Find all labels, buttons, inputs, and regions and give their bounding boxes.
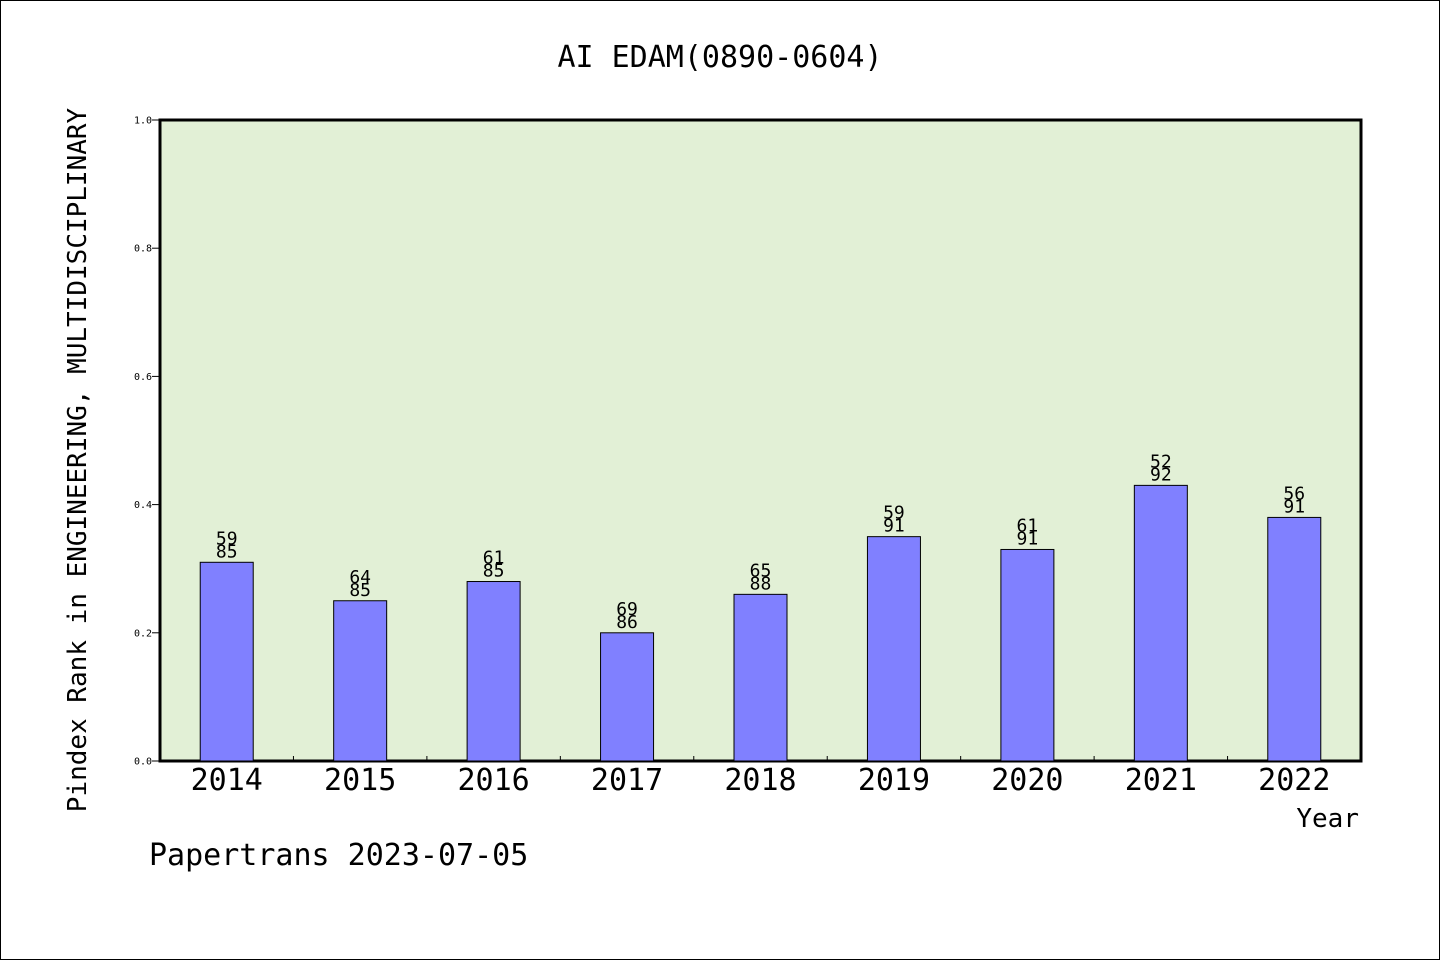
x-tick-label: 2019 <box>858 763 930 798</box>
bar-rank-label: 69 <box>616 599 638 620</box>
y-tick-label: 0.4 <box>134 500 152 511</box>
y-tick-label: 1.0 <box>134 116 152 127</box>
bar-total-label: 91 <box>1283 496 1305 517</box>
y-axis: 0.0 0.2 0.4 0.6 0.8 1.0 <box>134 116 160 768</box>
bar-total-label: 85 <box>349 580 371 601</box>
bar-rank-label: 59 <box>216 528 238 549</box>
bar <box>1000 548 1055 762</box>
y-tick-label: 0.2 <box>134 628 152 639</box>
bar-rank-label: 59 <box>883 503 905 524</box>
bar-rank-label: 52 <box>1150 451 1172 472</box>
bar <box>1267 516 1322 762</box>
bar-rank-label: 61 <box>483 548 505 569</box>
bar <box>1133 484 1188 762</box>
bar-total-label: 85 <box>483 561 505 582</box>
bar-rank-label: 65 <box>750 560 772 581</box>
x-tick-label: 2021 <box>1125 763 1197 798</box>
bar-total-label: 92 <box>1150 464 1172 485</box>
y-tick-label: 0.6 <box>134 372 152 383</box>
x-axis-label: Year <box>1296 804 1359 834</box>
footer-text: Papertrans 2023-07-05 <box>149 838 528 873</box>
x-tick-label: 2015 <box>324 763 396 798</box>
y-axis-label: Pindex Rank in ENGINEERING, MULTIDISCIPL… <box>63 107 93 812</box>
y-tick-label: 0.8 <box>134 244 152 255</box>
bar-total-label: 91 <box>883 516 905 537</box>
bar <box>199 561 254 762</box>
bar <box>333 600 388 762</box>
bar <box>866 536 921 762</box>
bar <box>733 593 788 762</box>
bar-rank-label: 56 <box>1283 483 1305 504</box>
bar-total-label: 85 <box>216 541 238 562</box>
y-tick-label: 0.0 <box>134 757 152 768</box>
chart-title: AI EDAM(0890-0604) <box>557 40 882 75</box>
x-tick-label: 2014 <box>191 763 263 798</box>
bar <box>600 632 655 762</box>
x-tick-label: 2022 <box>1258 763 1330 798</box>
x-tick-label: 2020 <box>991 763 1063 798</box>
bar-total-label: 88 <box>750 573 772 594</box>
bar-rank-label: 61 <box>1017 515 1039 536</box>
x-tick-label: 2016 <box>457 763 529 798</box>
bar-total-label: 91 <box>1017 528 1039 549</box>
x-tick-label: 2018 <box>724 763 796 798</box>
bar <box>466 581 521 762</box>
x-axis: 2014 2015 2016 2017 2018 2019 2020 2021 2022 <box>191 756 1330 798</box>
x-tick-label: 2017 <box>591 763 663 798</box>
bar-total-label: 86 <box>616 612 638 633</box>
bar-rank-label: 64 <box>349 567 371 588</box>
